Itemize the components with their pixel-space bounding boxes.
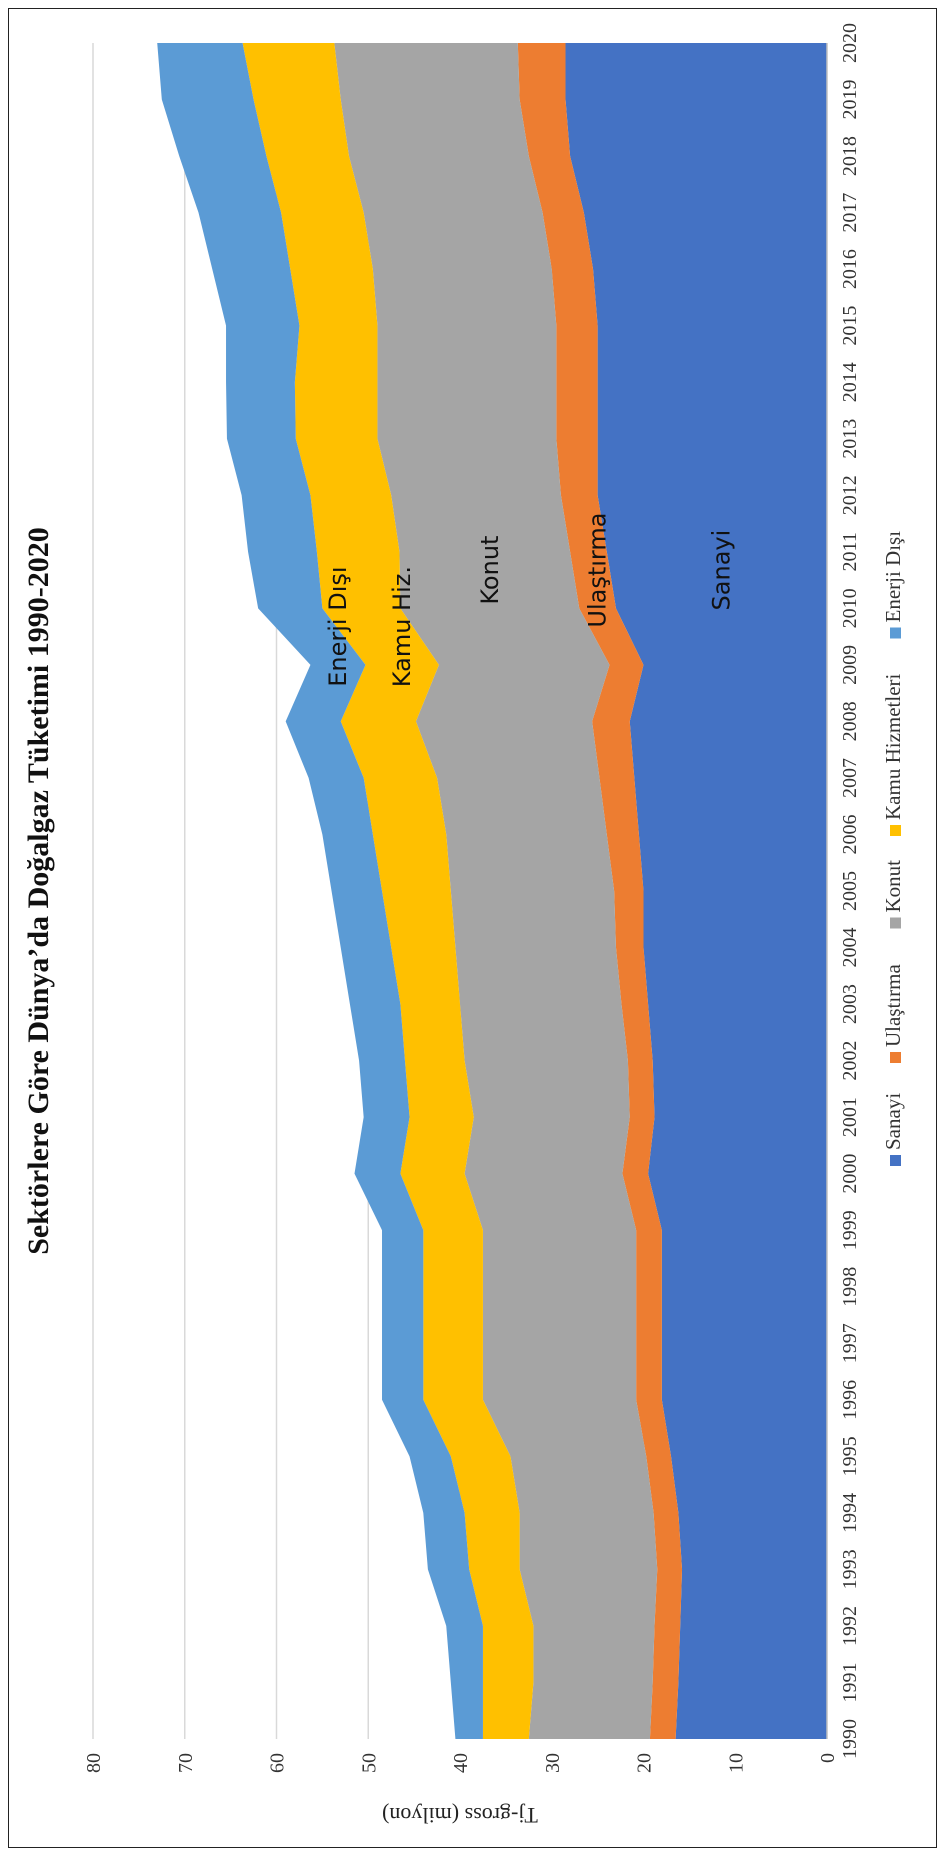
y-tick-30: 30 xyxy=(542,1753,564,1773)
x-tick-1992: 1992 xyxy=(839,1606,861,1646)
chart-frame xyxy=(8,8,937,1848)
x-tick-1993: 1993 xyxy=(839,1549,861,1589)
y-tick-80: 80 xyxy=(83,1753,105,1773)
x-tick-1995: 1995 xyxy=(839,1436,861,1476)
x-tick-2018: 2018 xyxy=(839,136,861,176)
legend-swatch-1 xyxy=(890,1052,901,1063)
x-tick-2017: 2017 xyxy=(839,193,861,233)
x-tick-2000: 2000 xyxy=(839,1154,861,1194)
y-tick-40: 40 xyxy=(450,1753,472,1773)
area-3 xyxy=(242,43,534,1739)
x-tick-2001: 2001 xyxy=(839,1097,861,1137)
rotated-chart: 0 10 20 30 40 50 60 70 80 1990 1991 1992 1993 1994 199… xyxy=(22,23,905,1828)
y-tick-0: 0 xyxy=(817,1753,839,1763)
x-tick-2006: 2006 xyxy=(839,814,861,854)
x-tick-2008: 2008 xyxy=(839,701,861,741)
area-label-0: Sanayi xyxy=(707,530,735,611)
x-tick-2009: 2009 xyxy=(839,645,861,685)
legend-swatch-2 xyxy=(890,917,901,929)
x-tick-2011: 2011 xyxy=(839,532,861,571)
x-tick-2014: 2014 xyxy=(839,362,861,402)
x-tick-2007: 2007 xyxy=(839,758,861,798)
area-label-3: Kamu Hiz. xyxy=(388,566,416,687)
x-tick-2016: 2016 xyxy=(839,249,861,289)
x-tick-2015: 2015 xyxy=(839,306,861,346)
y-tick-70: 70 xyxy=(175,1753,197,1773)
legend-label-2: Konut xyxy=(881,860,905,913)
x-tick-1997: 1997 xyxy=(839,1323,861,1363)
x-tick-1998: 1998 xyxy=(839,1267,861,1307)
x-tick-2004: 2004 xyxy=(839,928,861,968)
x-tick-2013: 2013 xyxy=(839,419,861,459)
x-tick-2005: 2005 xyxy=(839,871,861,911)
x-tick-1994: 1994 xyxy=(839,1493,861,1533)
legend-label-4: Enerji Dışı xyxy=(881,531,905,623)
x-tick-2002: 2002 xyxy=(839,1041,861,1081)
legend-swatch-0 xyxy=(890,1155,901,1166)
legend-swatch-4 xyxy=(890,627,901,639)
area-0 xyxy=(565,43,827,1739)
area-label-2: Konut xyxy=(476,536,504,605)
chart-title: Sektörlere Göre Dünya’da Doğalgaz Tüketi… xyxy=(22,527,55,1254)
area-2 xyxy=(334,43,658,1739)
x-tick-1991: 1991 xyxy=(839,1662,861,1702)
x-tick-2012: 2012 xyxy=(839,475,861,515)
y-tick-50: 50 xyxy=(358,1753,380,1773)
x-tick-2019: 2019 xyxy=(839,80,861,120)
y-tick-20: 20 xyxy=(634,1753,656,1773)
x-tick-1996: 1996 xyxy=(839,1380,861,1420)
y-axis-label: Tj-gross (milyon) xyxy=(382,1803,538,1828)
legend-swatch-3 xyxy=(890,825,901,836)
area-label-4: Enerji Dışı xyxy=(324,566,352,686)
area-label-1: Ulaştırma xyxy=(584,513,612,628)
legend-label-1: Ulaştırma xyxy=(881,964,905,1047)
x-tick-2020: 2020 xyxy=(839,23,861,63)
x-tick-1999: 1999 xyxy=(839,1210,861,1250)
y-tick-60: 60 xyxy=(267,1753,289,1773)
x-tick-2003: 2003 xyxy=(839,984,861,1024)
x-tick-1990: 1990 xyxy=(839,1719,861,1759)
legend-label-3: Kamu Hizmetleri xyxy=(881,673,905,820)
legend-label-0: Sanayi xyxy=(881,1093,905,1150)
x-tick-2010: 2010 xyxy=(839,588,861,628)
y-tick-10: 10 xyxy=(725,1753,747,1773)
area-4 xyxy=(157,43,483,1739)
area-1 xyxy=(517,43,683,1739)
